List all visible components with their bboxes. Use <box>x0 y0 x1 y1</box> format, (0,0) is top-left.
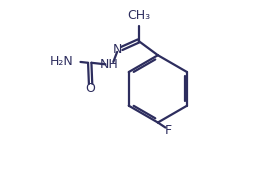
Text: H₂N: H₂N <box>50 55 74 68</box>
Text: N: N <box>113 43 122 56</box>
Text: CH₃: CH₃ <box>127 9 150 22</box>
Text: O: O <box>86 82 95 95</box>
Text: NH: NH <box>100 58 119 71</box>
Text: F: F <box>164 124 172 137</box>
